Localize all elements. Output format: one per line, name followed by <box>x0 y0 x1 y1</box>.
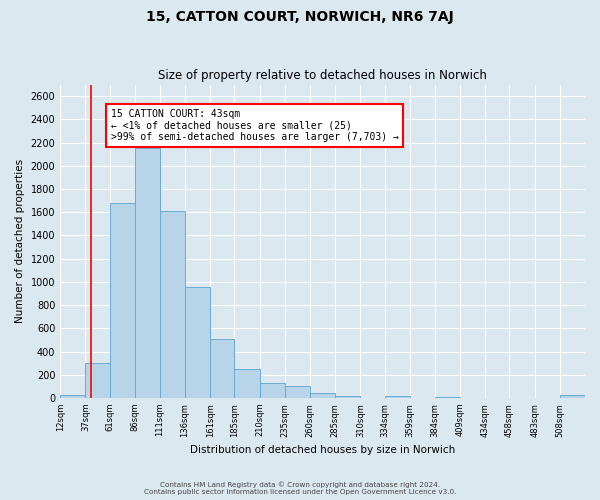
Bar <box>385 396 410 398</box>
Bar <box>210 338 235 398</box>
Title: Size of property relative to detached houses in Norwich: Size of property relative to detached ho… <box>158 69 487 82</box>
Bar <box>110 203 135 398</box>
Y-axis label: Number of detached properties: Number of detached properties <box>15 159 25 324</box>
Bar <box>185 286 210 398</box>
Bar <box>560 395 585 398</box>
Bar <box>85 363 110 398</box>
Bar <box>335 396 361 398</box>
Bar <box>260 384 285 398</box>
Text: Contains public sector information licensed under the Open Government Licence v3: Contains public sector information licen… <box>144 489 456 495</box>
X-axis label: Distribution of detached houses by size in Norwich: Distribution of detached houses by size … <box>190 445 455 455</box>
Bar <box>235 370 260 398</box>
Bar <box>435 397 460 398</box>
Text: 15 CATTON COURT: 43sqm
← <1% of detached houses are smaller (25)
>99% of semi-de: 15 CATTON COURT: 43sqm ← <1% of detached… <box>110 109 398 142</box>
Bar <box>135 148 160 398</box>
Text: 15, CATTON COURT, NORWICH, NR6 7AJ: 15, CATTON COURT, NORWICH, NR6 7AJ <box>146 10 454 24</box>
Bar <box>310 394 335 398</box>
Bar <box>285 386 310 398</box>
Bar <box>60 395 85 398</box>
Text: Contains HM Land Registry data © Crown copyright and database right 2024.: Contains HM Land Registry data © Crown c… <box>160 481 440 488</box>
Bar <box>160 211 185 398</box>
